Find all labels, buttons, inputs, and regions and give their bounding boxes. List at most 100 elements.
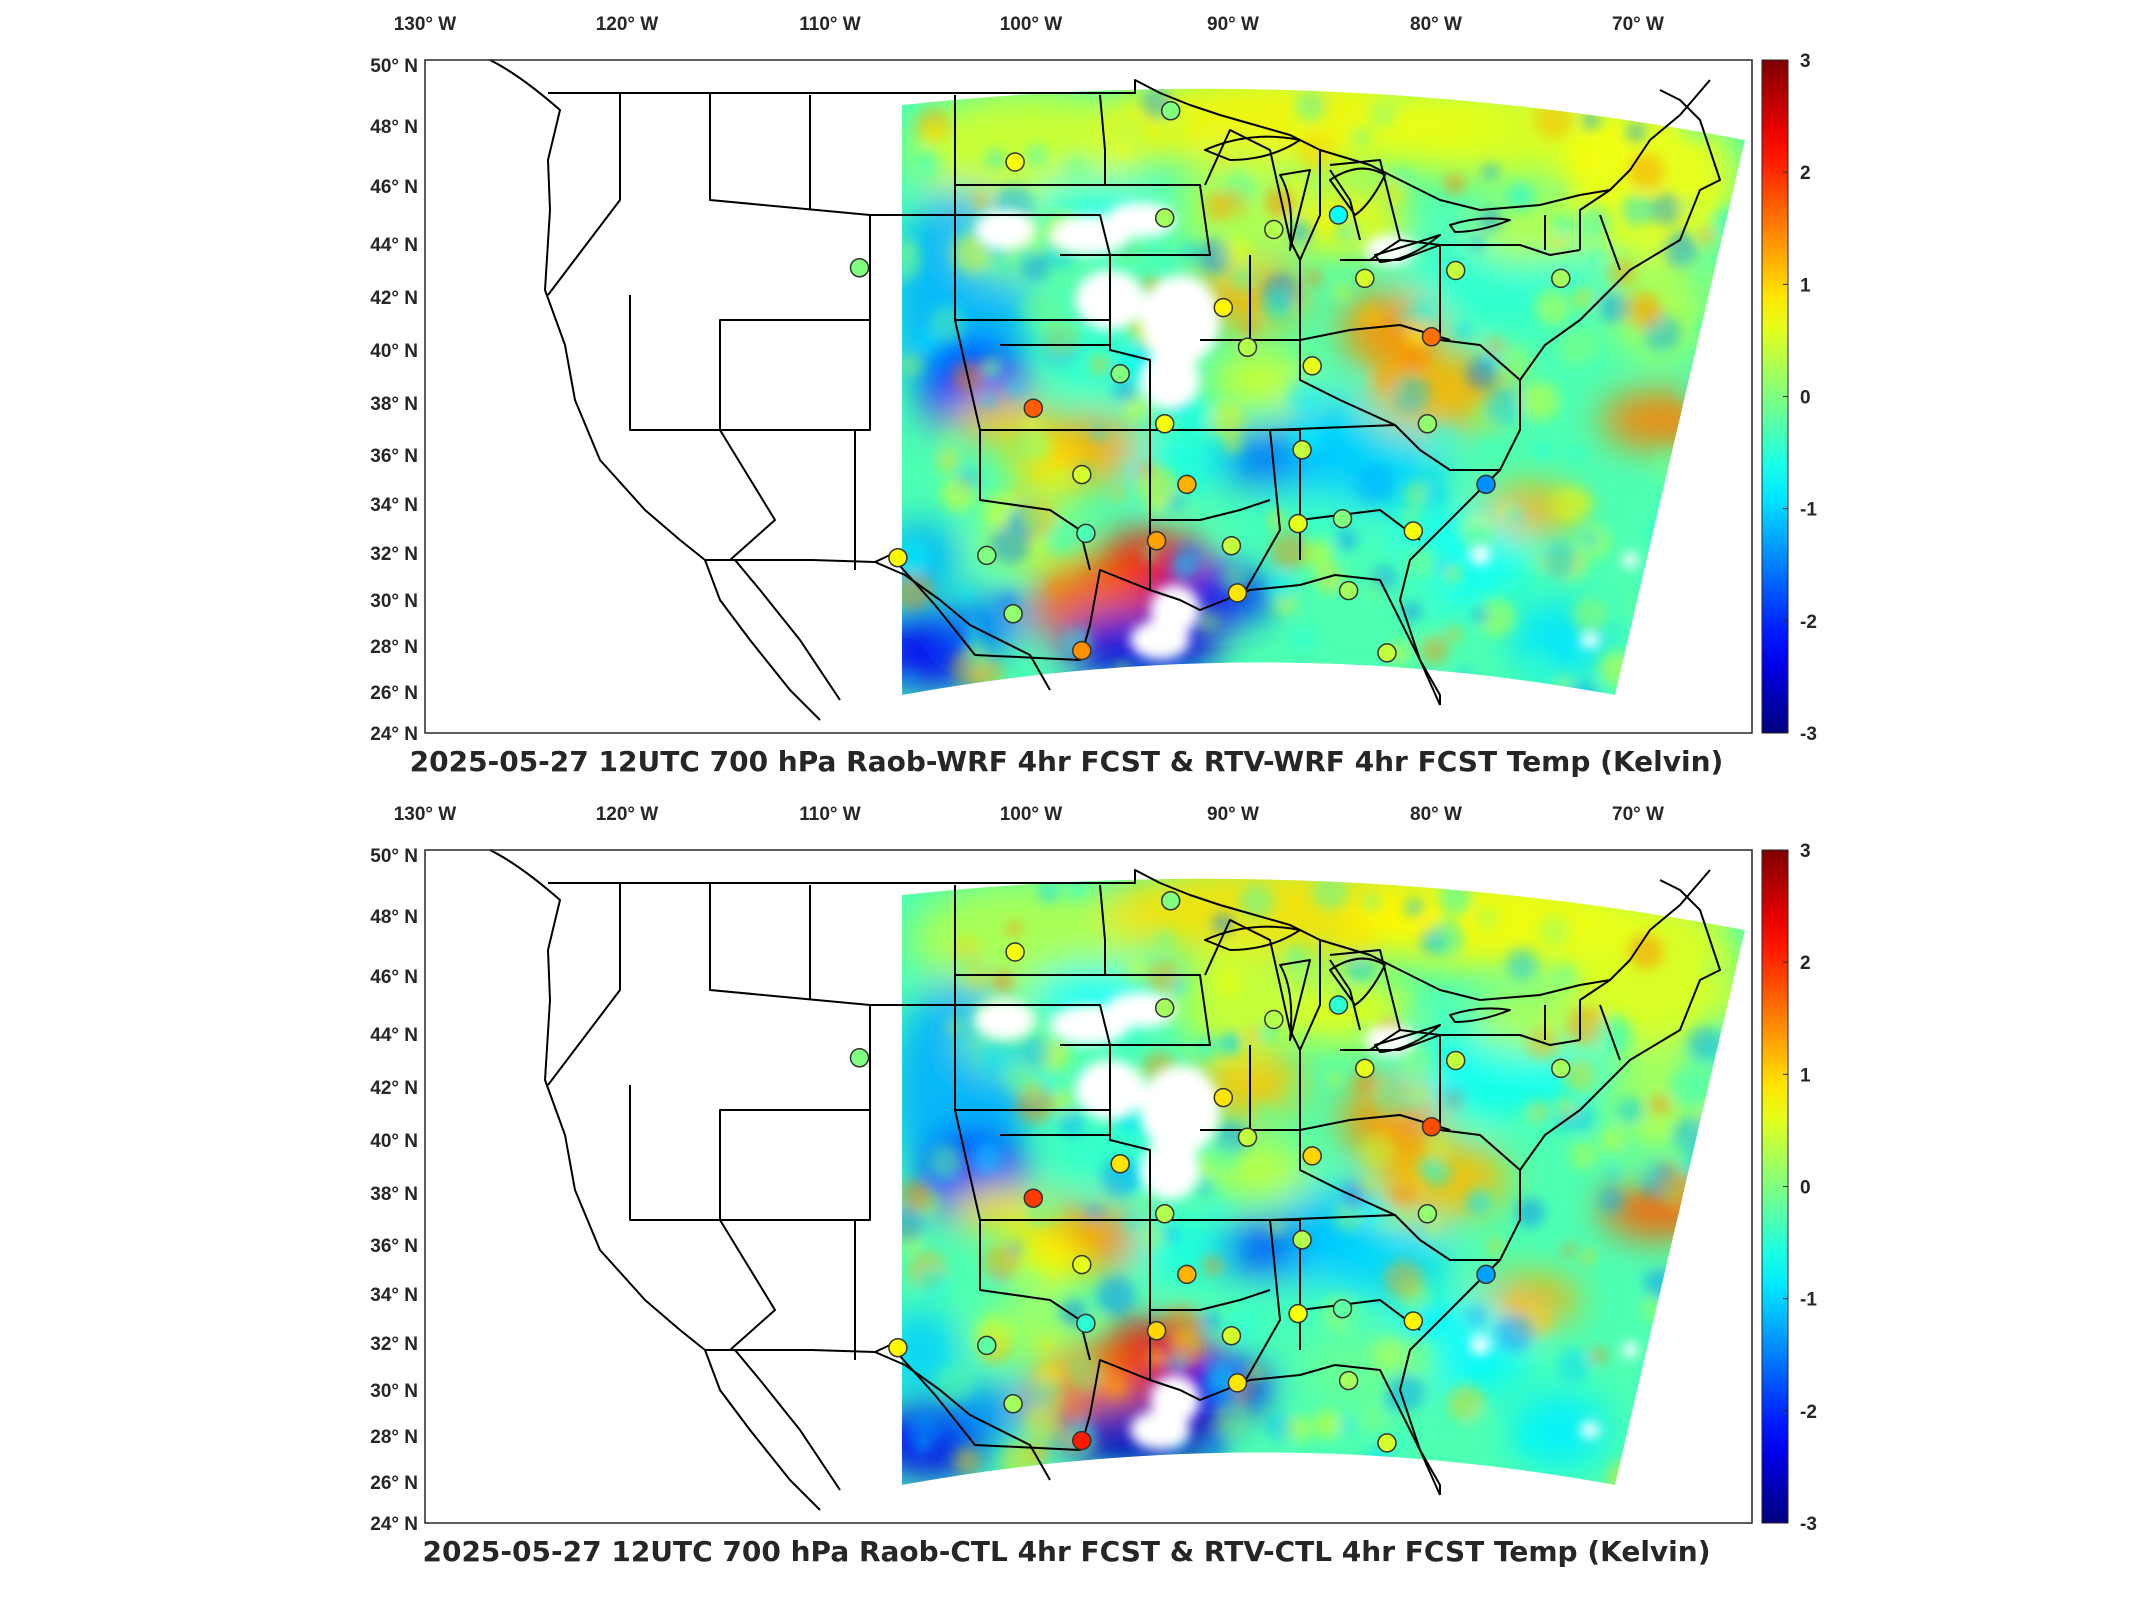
raob-station-marker [1177,474,1197,495]
raob-station-marker [1264,1009,1284,1030]
latitude-tick-label: 46° N [370,177,418,198]
raob-station-marker [1338,1370,1359,1391]
raob-station-marker [1237,1127,1258,1148]
map-figure-top: 130° W 120° W 110° W 100° W 90° W 80° W 70° W 5… [370,14,1817,745]
latitude-tick-label: 30° N [370,1381,418,1402]
map-axes-frame [424,849,1753,1524]
latitude-tick-label: 50° N [370,846,418,867]
map-title-bottom: 2025-05-27 12UTC 700 hPa Raob-CTL 4hr FC… [422,1535,1711,1568]
colorbar-tick-label: 0 [1800,388,1811,409]
longitude-tick-label: 90° W [1207,14,1259,35]
map-boundaries [489,59,1721,721]
raob-station-marker [977,545,997,566]
latitude-tick-label: 48° N [370,907,418,928]
longitude-tick-label: 110° W [799,804,861,825]
longitude-tick-label: 80° W [1410,804,1462,825]
raob-station-marker [1146,531,1167,551]
map-title-top: 2025-05-27 12UTC 700 hPa Raob-WRF 4hr FC… [409,745,1724,778]
colorbar-tick-label: -1 [1800,500,1817,521]
latitude-tick-label: 32° N [370,544,418,565]
raob-station-marker [1221,1325,1242,1346]
colorbar-tick-label: -2 [1800,1402,1817,1423]
latitude-tick-label: 42° N [370,288,418,309]
latitude-tick-label: 34° N [370,1285,418,1306]
raob-station-marker [1072,1254,1092,1275]
latitude-tick-label: 44° N [370,235,418,256]
map-axes-frame [424,59,1753,734]
raob-station-marker [1076,1313,1096,1334]
colorbar-tick-label: -3 [1800,1514,1817,1535]
raob-station-marker [888,1337,908,1358]
colorbar-tick-label: 2 [1800,953,1811,974]
map-figure-bottom: 130° W 120° W 110° W 100° W 90° W 80° W 70° W 5… [370,804,1817,1535]
raob-station-marker [1417,414,1438,434]
latitude-tick-label: 48° N [370,117,418,138]
raob-station-marker [1332,508,1353,529]
raob-station-marker [1023,398,1044,418]
raob-station-marker [1476,1264,1496,1285]
longitude-tick-label: 120° W [596,14,659,35]
raob-station-marker [1302,1146,1322,1166]
raob-station-marker [1302,356,1322,376]
latitude-tick-label: 28° N [370,637,418,658]
raob-station-marker [977,1335,997,1356]
raob-station-marker [1005,152,1025,172]
raob-station-marker [1403,521,1424,541]
latitude-tick-label: 26° N [370,1473,418,1494]
raob-station-marker [1551,1058,1571,1079]
raob-station-marker [1072,1430,1092,1451]
raob-station-marker [1023,1188,1044,1208]
raob-station-marker [1003,604,1023,624]
raob-station-marker [1237,337,1258,358]
raob-station-marker [1003,1394,1023,1414]
raob-station-marker [849,1048,870,1068]
raob-station-marker [1154,998,1175,1018]
raob-station-marker [1227,1373,1248,1393]
raob-station-marker [1551,268,1571,289]
latitude-tick-label: 36° N [370,446,418,467]
raob-station-marker [1213,1087,1234,1108]
map-panel-bottom: 130° W 120° W 110° W 100° W 90° W 80° W 70° W 5… [0,790,2133,1600]
colorbar-tick-label: 2 [1800,163,1811,184]
longitude-tick-label: 80° W [1410,14,1462,35]
raob-station-marker [1160,101,1181,121]
latitude-tick-label: 36° N [370,1236,418,1257]
raob-station-marker [1355,268,1375,289]
raob-station-marker [1154,208,1175,228]
latitude-tick-label: 38° N [370,1184,418,1205]
latitude-tick-label: 30° N [370,591,418,612]
raob-stations [849,891,1571,1453]
longitude-tick-label: 130° W [394,804,457,825]
latitude-tick-label: 32° N [370,1334,418,1355]
latitude-tick-label: 46° N [370,967,418,988]
raob-station-marker [1072,640,1092,661]
raob-station-marker [1292,1230,1312,1250]
colorbar-tick-label: -2 [1800,612,1817,633]
raob-station-marker [1328,205,1349,225]
raob-stations [849,101,1571,663]
latitude-tick-label: 24° N [370,724,418,745]
latitude-tick-label: 26° N [370,683,418,704]
raob-station-marker [888,547,908,568]
colorbar-tick-label: -3 [1800,724,1817,745]
latitude-tick-label: 42° N [370,1078,418,1099]
longitude-tick-label: 120° W [596,804,659,825]
colorbar-tick-label: 1 [1800,275,1811,296]
raob-station-marker [1110,364,1130,384]
raob-station-marker [1338,580,1359,601]
raob-station-marker [1072,464,1092,485]
raob-station-marker [1421,1117,1442,1137]
colorbar-tick-label: 1 [1800,1065,1811,1086]
temperature-anomaly-field [902,878,1745,1486]
raob-station-marker [1177,1264,1197,1285]
raob-station-marker [1403,1311,1424,1331]
raob-station-marker [1221,535,1242,556]
temperature-anomaly-field [902,88,1745,696]
raob-station-marker [1377,1433,1397,1453]
longitude-tick-label: 100° W [1000,14,1063,35]
longitude-tick-label: 110° W [799,14,861,35]
longitude-tick-label: 70° W [1612,14,1664,35]
latitude-tick-label: 44° N [370,1025,418,1046]
latitude-tick-label: 40° N [370,341,418,362]
raob-station-marker [1154,1204,1175,1224]
